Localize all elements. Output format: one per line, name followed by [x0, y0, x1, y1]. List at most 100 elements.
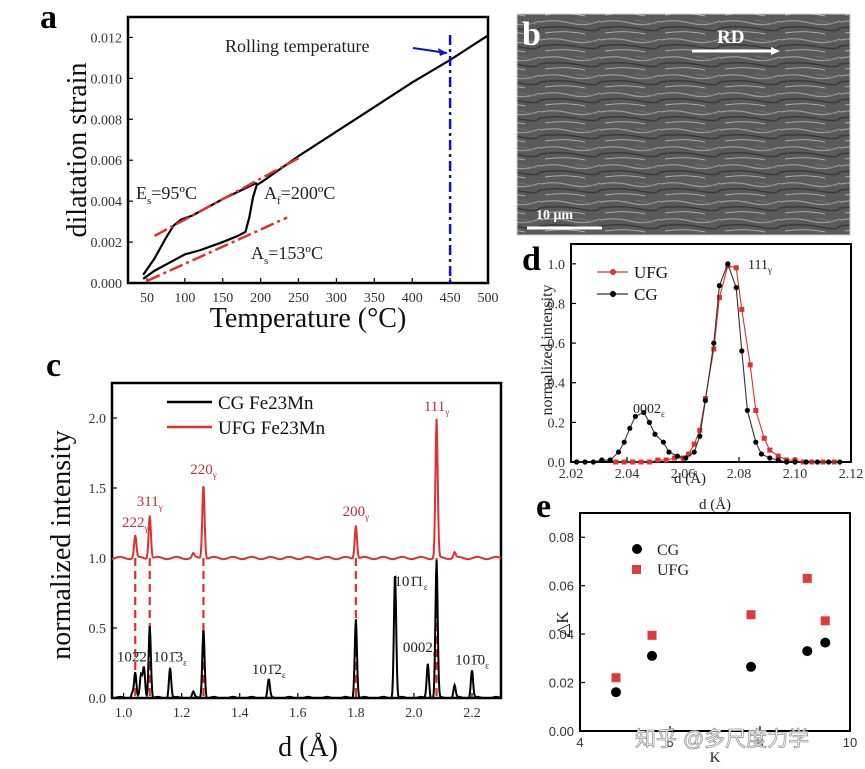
data-point-cg — [702, 397, 709, 404]
data-point-ufg — [716, 295, 722, 301]
data-point-cg — [758, 451, 765, 457]
x-axis-title-e: K — [710, 750, 721, 766]
peak-label-222-gamma: 222γ — [122, 515, 149, 533]
y-axis-title-c: normalized intensity — [46, 430, 77, 659]
x-tick-label: 350 — [364, 291, 385, 306]
y-tick-label: 0.012 — [91, 31, 123, 46]
y-tick-label: 0.004 — [91, 195, 123, 210]
watermark: 知乎 @多尺度力学 — [635, 728, 809, 751]
y-tick-label: 0.02 — [549, 676, 574, 691]
data-point-ufg — [672, 455, 678, 461]
panel-a: a 50 100 150 200 250 300 350 400 450 500 0.000 0.00… — [40, 0, 499, 334]
data-point-cg — [590, 459, 597, 465]
peak-label-220-gamma: 220γ — [190, 462, 217, 480]
sem-micrograph — [517, 14, 850, 235]
data-point-ufg — [686, 451, 692, 457]
y-axis-title-e: △K — [553, 611, 572, 637]
x-tick-label: 50 — [140, 291, 154, 306]
legend-label-cg-e: CG — [657, 542, 680, 559]
data-point-ufg — [613, 459, 619, 465]
x-tick-label: 150 — [212, 291, 233, 306]
peak-label-epsilon: 102̄2ε — [117, 650, 151, 668]
legend-marker-ufg — [610, 269, 616, 275]
rd-label: RD — [717, 27, 744, 48]
data-point-cg — [582, 459, 588, 465]
data-point-cg — [641, 409, 647, 416]
x-tick-label: 2.08 — [727, 467, 752, 482]
x-tick-label: 1.6 — [289, 706, 307, 721]
y-tick-label: 1.0 — [548, 258, 566, 273]
data-point-ufg — [630, 459, 636, 465]
y-tick-label: 2.0 — [89, 412, 107, 427]
data-point-ufg — [680, 455, 686, 461]
y-tick-label: 0.4 — [548, 377, 566, 392]
peak-label-311-gamma: 311γ — [137, 494, 163, 512]
plot-frame-d — [570, 243, 852, 463]
data-point-cg — [599, 457, 605, 463]
data-point-cg — [652, 431, 658, 437]
data-point-cg — [725, 261, 731, 267]
x-tick-label: 300 — [326, 291, 347, 306]
chart-title-e: d (Å) — [699, 497, 731, 513]
x-tick-label: 500 — [478, 291, 499, 306]
y-tick-label: 0.6 — [548, 337, 566, 352]
svg-text:Af=200ºC: Af=200ºC — [264, 183, 335, 207]
x-tick-label: 6 — [666, 735, 673, 750]
data-point-cg — [660, 439, 667, 445]
data-point-cg — [753, 439, 759, 445]
x-tick-label: 100 — [174, 291, 195, 306]
panel-letter-c: c — [46, 347, 61, 384]
data-point-ufg — [711, 346, 717, 352]
y-tick-label: 0.06 — [549, 579, 574, 594]
y-axis-title-d: normalized intensity — [539, 284, 556, 415]
panel-letter-b: b — [522, 16, 541, 53]
legend-label-ufg-d: UFG — [634, 263, 668, 282]
y-tick-label: 0.8 — [548, 297, 566, 312]
legend-label-ufg-fe23mn: UFG Fe23Mn — [218, 418, 326, 439]
plot-frame-e — [579, 512, 851, 732]
data-point-cg — [683, 455, 689, 461]
data-point-cg — [674, 453, 681, 459]
peak-label-epsilon: 101̄1ε — [394, 574, 427, 592]
panel-letter-d: d — [522, 241, 541, 278]
data-point-cg — [627, 425, 633, 431]
data-point-cg — [621, 439, 627, 445]
data-point-cg — [607, 457, 613, 463]
data-point-ufg — [820, 616, 830, 626]
peak-label-epsilon: 0002ε — [403, 640, 437, 658]
series-heating — [142, 34, 489, 280]
x-tick-label: 450 — [440, 291, 461, 306]
y-tick-label: 0.2 — [548, 416, 566, 431]
peak-label-111-gamma: 111γ — [424, 399, 449, 417]
data-point-cg — [691, 449, 697, 455]
data-point-ufg — [611, 673, 621, 683]
x-tick-label: 400 — [402, 291, 423, 306]
y-axis-title-a: dilatation strain — [62, 63, 93, 238]
x-tick-label: 2.02 — [559, 467, 584, 482]
rd-arrowhead-icon — [771, 47, 780, 55]
data-point-cg — [814, 459, 821, 465]
x-tick-label: 1.4 — [231, 706, 249, 721]
y-tick-label: 0.000 — [91, 277, 123, 292]
data-point-cg — [746, 661, 756, 672]
data-point-ufg — [697, 427, 703, 433]
x-axis-title-a: Temperature (°C) — [210, 303, 407, 334]
y-tick-label: 0.006 — [91, 154, 123, 169]
data-point-cg — [616, 449, 622, 455]
data-point-cg — [697, 433, 703, 439]
data-point-cg — [739, 348, 745, 354]
data-point-ufg — [646, 459, 652, 465]
data-point-ufg — [655, 457, 661, 463]
data-point-cg — [711, 340, 717, 346]
data-point-ufg — [767, 447, 773, 453]
peak-label-epsilon: 101̄2ε — [252, 662, 286, 680]
data-point-cg — [784, 459, 790, 465]
x-tick-label: 4 — [576, 735, 583, 750]
y-tick-label: 0.04 — [549, 627, 574, 642]
y-tick-label: 0.08 — [549, 530, 574, 545]
y-tick-label: 0.00 — [549, 724, 574, 739]
data-point-ufg — [733, 265, 739, 271]
af-annotation: Af=200ºC — [264, 183, 335, 207]
peak-label-0002-d: 0002ε — [633, 402, 665, 419]
data-point-cg — [803, 459, 809, 465]
